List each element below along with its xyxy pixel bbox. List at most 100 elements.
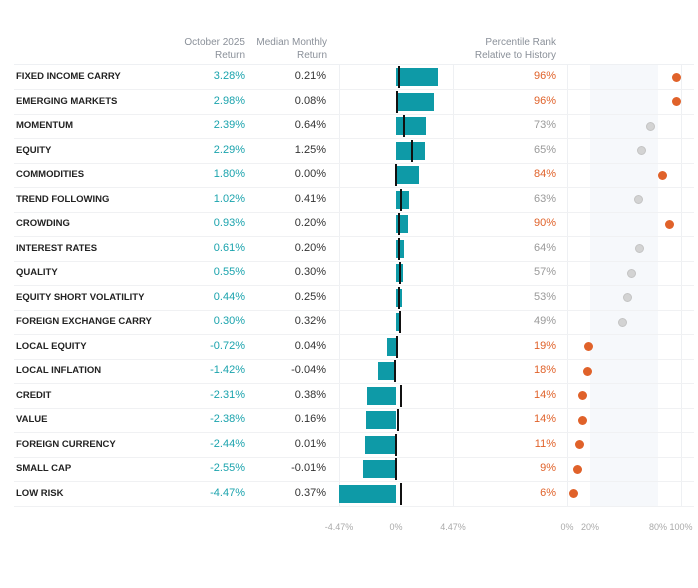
table-row: TREND FOLLOWING 1.02% 0.41% 63% [14, 188, 694, 213]
median-return: 1.25% [294, 143, 326, 156]
table-row: MOMENTUM 2.39% 0.64% 73% [14, 114, 694, 139]
return-bar [363, 460, 396, 478]
return-bar [377, 362, 396, 380]
factor-name: SMALL CAP [16, 463, 72, 474]
median-return: 0.37% [294, 486, 326, 499]
factor-name: CREDIT [16, 389, 52, 401]
factor-name: EQUITY SHORT VOLATILITY [16, 291, 145, 303]
return-bar [365, 411, 396, 429]
return-bar [396, 166, 419, 184]
percentile-dot [618, 317, 628, 327]
percentile-dot [569, 489, 579, 498]
percentile-label: 64% [533, 241, 556, 254]
factor-name: MOMENTUM [16, 120, 73, 131]
table-row: LOCAL INFLATION -1.42% -0.04% 18% [14, 359, 694, 384]
factor-name: EMERGING MARKETS [16, 95, 118, 107]
percentile-label: 9% [540, 462, 556, 474]
percentile-dot [584, 342, 594, 351]
october-return: -4.47% [210, 486, 245, 499]
median-return: 0.00% [294, 168, 326, 180]
median-marker [397, 237, 400, 260]
percentile-dot [635, 244, 645, 253]
october-return: -2.38% [210, 413, 245, 425]
table-row: COMMODITIES 1.80% 0.00% 84% [14, 163, 694, 188]
factor-name: FOREIGN CURRENCY [16, 438, 116, 450]
median-return: 0.16% [294, 413, 326, 425]
median-marker [397, 213, 400, 235]
percentile-label: 57% [533, 266, 556, 278]
percentile-dot [634, 195, 644, 204]
percentile-label: 11% [534, 437, 556, 450]
factor-name: FIXED INCOME CARRY [16, 71, 121, 82]
percentile-dot [578, 391, 588, 400]
return-bar [396, 313, 400, 331]
median-marker [395, 164, 397, 186]
percentile-label: 63% [533, 192, 556, 205]
median-marker [398, 286, 401, 309]
table-row: EQUITY SHORT VOLATILITY 0.44% 0.25% 53% [14, 286, 694, 311]
factor-name: EQUITY [16, 144, 52, 156]
percentile-label: 14% [533, 388, 556, 401]
percentile-label: 6% [540, 486, 556, 499]
october-return: 0.30% [213, 315, 245, 327]
percentile-dot [578, 415, 588, 425]
pct-axis-tick: 80% [648, 522, 668, 532]
median-return: -0.01% [291, 462, 326, 474]
header-median-return: Median Monthly Return [256, 37, 327, 61]
factor-name: CROWDING [16, 218, 70, 229]
bar-axis-tick: 4.47% [440, 522, 466, 532]
factor-name: COMMODITIES [16, 169, 85, 180]
table-row: FIXED INCOME CARRY 3.28% 0.21% 96% [14, 65, 694, 90]
percentile-label: 65% [533, 143, 556, 156]
table-row: LOCAL EQUITY -0.72% 0.04% 19% [14, 335, 694, 360]
median-return: 0.25% [294, 290, 326, 303]
percentile-label: 96% [533, 94, 556, 107]
bar-axis-tick: -4.47% [324, 522, 354, 532]
october-return: 2.39% [213, 119, 245, 131]
median-return: 0.04% [294, 339, 326, 352]
october-return: -2.44% [210, 437, 245, 450]
factor-name: TREND FOLLOWING [16, 193, 110, 205]
pct-axis-tick: 100% [669, 522, 693, 532]
percentile-dot [636, 146, 646, 155]
table-row: LOW RISK -4.47% 0.37% 6% [14, 482, 694, 507]
percentile-label: 84% [533, 168, 556, 180]
return-bar [339, 484, 396, 503]
return-bar [396, 92, 434, 111]
october-return: 2.29% [213, 143, 245, 156]
median-marker [399, 384, 402, 407]
percentile-dot [575, 440, 585, 449]
october-return: 0.44% [213, 290, 245, 303]
median-return: 0.20% [294, 217, 326, 229]
return-bar [396, 215, 408, 233]
percentile-dot [671, 72, 681, 82]
percentile-label: 90% [533, 217, 556, 229]
return-bar [396, 117, 427, 135]
table-row: INTEREST RATES 0.61% 0.20% 64% [14, 237, 694, 262]
factor-name: FOREIGN EXCHANGE CARRY [16, 316, 152, 327]
median-return: 0.20% [294, 241, 326, 254]
return-bar [364, 435, 396, 454]
pct-axis-tick: 0% [560, 522, 574, 532]
table-row: QUALITY 0.55% 0.30% 57% [14, 261, 694, 286]
table-row: SMALL CAP -2.55% -0.01% 9% [14, 457, 694, 482]
table-row: FOREIGN EXCHANGE CARRY 0.30% 0.32% 49% [14, 310, 694, 335]
factor-name: LOCAL INFLATION [16, 365, 102, 376]
october-return: 0.93% [213, 217, 245, 229]
return-bar [396, 239, 404, 258]
percentile-dot [671, 97, 681, 106]
october-return: -1.42% [210, 364, 245, 376]
percentile-dot [645, 121, 655, 131]
median-marker [403, 115, 406, 137]
percentile-label: 53% [533, 290, 556, 303]
factor-name: INTEREST RATES [16, 242, 98, 254]
percentile-dot [572, 464, 582, 474]
median-marker [397, 409, 400, 431]
median-marker [396, 90, 399, 113]
factor-name: LOCAL EQUITY [16, 340, 87, 352]
percentile-dot [627, 268, 637, 278]
pct-axis-tick: 20% [580, 522, 600, 532]
header-october-return: October 2025 Return [184, 37, 245, 61]
october-return: 1.02% [213, 192, 245, 205]
median-return: 0.38% [294, 388, 326, 401]
